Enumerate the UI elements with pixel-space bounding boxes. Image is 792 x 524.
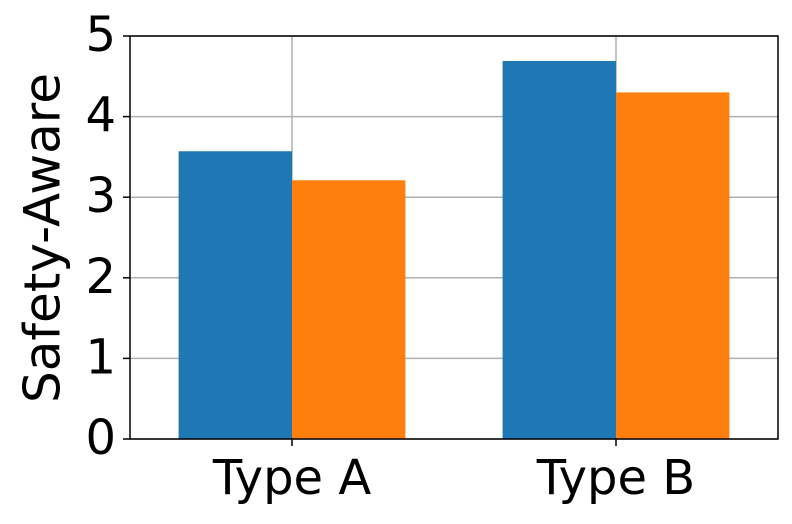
- y-tick-label: 5: [85, 7, 116, 63]
- bar: [178, 151, 292, 439]
- bar: [616, 92, 730, 440]
- x-tick-label: Type A: [212, 450, 372, 506]
- bar: [292, 180, 406, 440]
- y-tick-label: 2: [85, 249, 116, 305]
- y-tick-label: 1: [85, 329, 116, 385]
- y-axis-label: Safety-Aware: [14, 73, 72, 403]
- y-tick-label: 3: [85, 168, 116, 224]
- y-tick-label: 0: [85, 410, 116, 466]
- y-tick-label: 4: [85, 88, 116, 144]
- plot-frame: [129, 35, 779, 440]
- bar: [502, 60, 616, 440]
- x-tick-label: Type B: [536, 450, 695, 506]
